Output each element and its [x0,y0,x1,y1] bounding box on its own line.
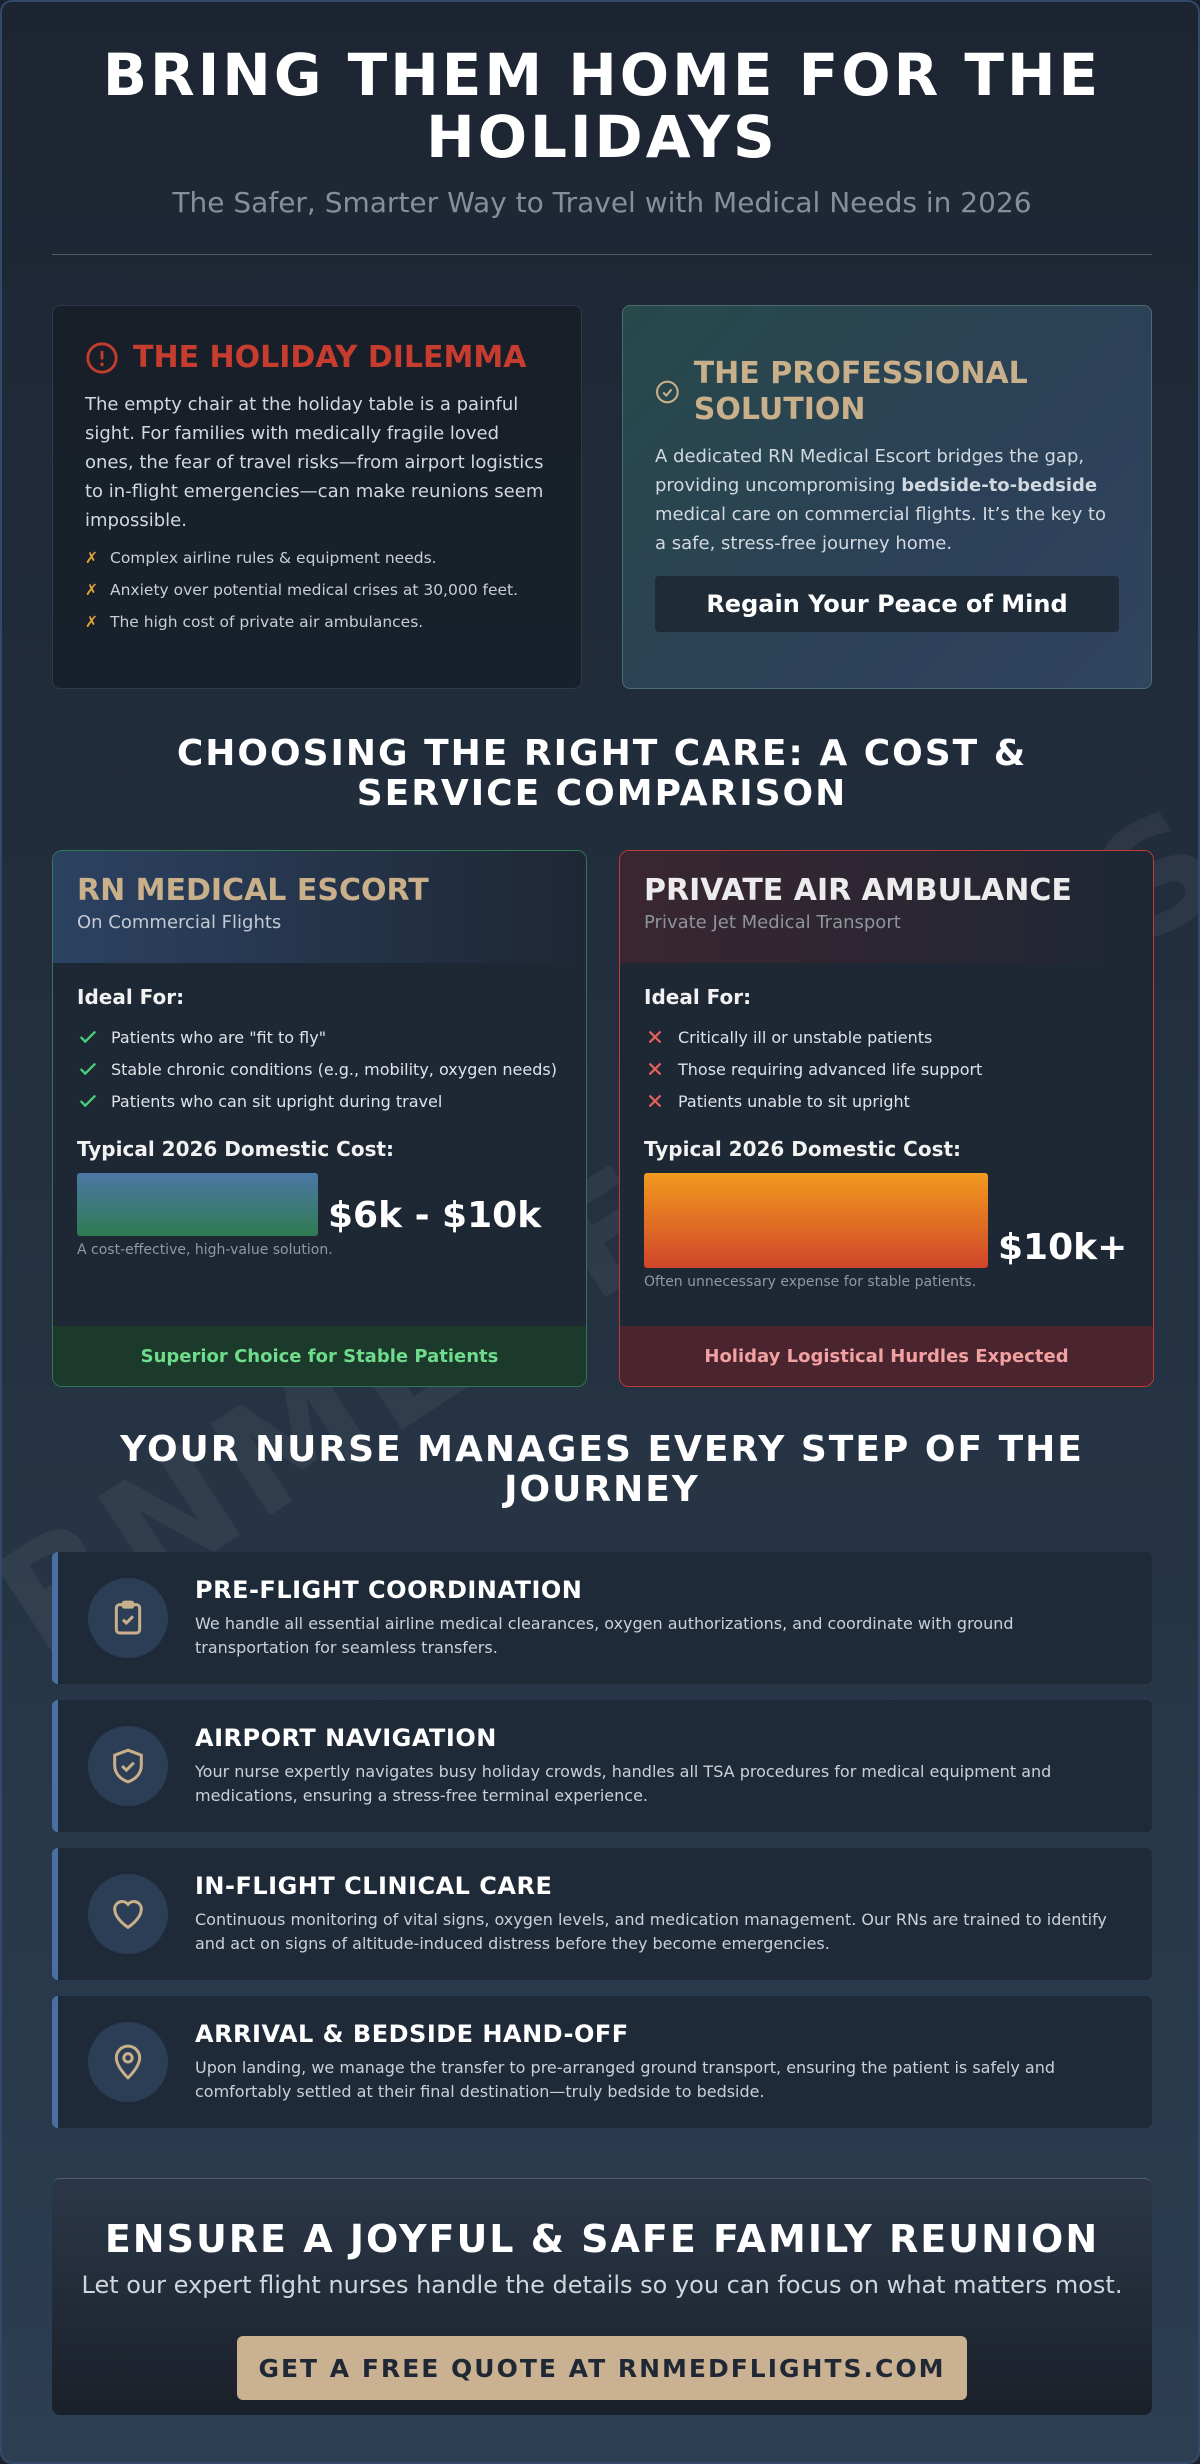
dilemma-item: ✗ Complex airline rules & equipment needs… [85,549,437,567]
cost-row: $10k+ [644,1173,1129,1268]
solution-heading: THE PROFESSIONAL SOLUTION [655,356,1119,428]
ideal-label: Ideal For: [77,985,185,1009]
item-text: Critically ill or unstable patients [678,1027,933,1047]
step-card: AIRPORT NAVIGATION Your nurse expertly n… [52,1700,1152,1832]
step-body: We handle all essential airline medical … [195,1614,1014,1657]
cost-note: Often unnecessary expense for stable pat… [644,1274,977,1290]
step-card: PRE-FLIGHT COORDINATION We handle all es… [52,1552,1152,1684]
cost-bar [77,1173,318,1236]
step-icon [88,1578,168,1658]
option-body: Ideal For: Patients who are "fit to fly"… [53,963,586,1258]
ideal-item: Patients who can sit upright during trav… [77,1085,562,1117]
section-title: CHOOSING THE RIGHT CARE: A COST & SERVIC… [176,733,1028,814]
option-name: RN MEDICAL ESCORT [77,873,429,908]
dilemma-item: ✗ Anxiety over potential medical crises a… [85,581,519,599]
step-card: IN-FLIGHT CLINICAL CARE Continuous monit… [52,1848,1152,1980]
dilemma-body: The empty chair at the holiday table is … [85,394,544,531]
text: medical care on commercial flights. It’s… [655,504,1107,554]
step-body: Upon landing, we manage the transfer to … [195,2058,1056,2101]
item-text: Patients who can sit upright during trav… [111,1091,443,1111]
dilemma-list: ✗ Complex airline rules & equipment needs… [85,549,549,631]
dilemma-card: THE HOLIDAY DILEMMA The empty chair at t… [52,305,582,689]
step-icon [88,1874,168,1954]
option-footer: Superior Choice for Stable Patients [53,1326,586,1386]
item-text: Stable chronic conditions (e.g., mobilit… [111,1059,557,1079]
step-body: Your nurse expertly navigates busy holid… [195,1762,1052,1805]
option-subtitle: On Commercial Flights [77,912,282,933]
item-text: Patients who are "fit to fly" [111,1027,327,1047]
cost-bar [644,1173,988,1268]
peace-button[interactable]: Regain Your Peace of Mind [655,576,1119,632]
option-header: PRIVATE AIR AMBULANCE Private Jet Medica… [620,851,1153,963]
ideal-item: Those requiring advanced life support [644,1053,1129,1085]
ideal-item: Patients who are "fit to fly" [77,1021,562,1053]
cta-title: ENSURE A JOYFUL & SAFE FAMILY REUNION [104,2217,1100,2261]
ideal-label: Ideal For: [644,985,752,1009]
emphasis: bedside-to-bedside [901,475,1098,496]
ideal-item: Stable chronic conditions (e.g., mobilit… [77,1053,562,1085]
cross [648,1062,662,1076]
cost-label: Typical 2026 Domestic Cost: [77,1137,395,1161]
option-card: PRIVATE AIR AMBULANCE Private Jet Medica… [619,850,1154,1387]
page-title: BRING THEM HOME FOR THE HOLIDAYS [102,41,1102,171]
cost-label: Typical 2026 Domestic Cost: [644,1137,962,1161]
item-text: Anxiety over potential medical crises at… [110,581,519,599]
alert-icon [86,342,118,374]
section-title: YOUR NURSE MANAGES EVERY STEP OF THE JOU… [120,1429,1084,1510]
check [79,1094,97,1108]
item-text: Patients unable to sit upright [678,1091,910,1111]
option-header: RN MEDICAL ESCORT On Commercial Flights [53,851,586,963]
solution-card: THE PROFESSIONAL SOLUTION A dedicated RN… [622,305,1152,689]
option-card: RN MEDICAL ESCORT On Commercial Flights … [52,850,587,1387]
page-subtitle: The Safer, Smarter Way to Travel with Me… [172,186,1032,219]
step-title: AIRPORT NAVIGATION [195,1724,497,1752]
dilemma-item: ✗ The high cost of private air ambulances… [85,613,424,631]
text: A dedicated RN Medical Escort bridges th… [655,446,1085,496]
item-text: Complex airline rules & equipment needs. [110,549,437,567]
solution-title: THE PROFESSIONAL SOLUTION [693,356,1028,427]
check [79,1062,97,1076]
cost-value: $10k+ [998,1227,1128,1268]
quote-button[interactable]: GET A FREE QUOTE AT RNMEDFLIGHTS.COM [237,2336,967,2400]
item-text: The high cost of private air ambulances. [110,613,424,631]
option-body: Ideal For: Critically ill or unstable pa… [620,963,1153,1290]
step-title: PRE-FLIGHT COORDINATION [195,1576,583,1604]
step-title: ARRIVAL & BEDSIDE HAND-OFF [195,2020,629,2048]
cross [648,1030,662,1044]
ideal-list: Patients who are "fit to fly" Stable chr… [77,1021,562,1117]
ideal-list: Critically ill or unstable patients Thos… [644,1021,1129,1117]
step-body: Continuous monitoring of vital signs, ox… [195,1910,1107,1953]
cost-value: $6k - $10k [328,1195,542,1236]
cross [648,1094,662,1108]
check-icon [656,380,679,404]
cost-row: $6k - $10k [77,1173,562,1236]
dilemma-heading: THE HOLIDAY DILEMMA [85,340,549,376]
step-card: ARRIVAL & BEDSIDE HAND-OFF Upon landing,… [52,1996,1152,2128]
divider [52,254,1152,255]
step-title: IN-FLIGHT CLINICAL CARE [195,1872,553,1900]
step-icon [88,2022,168,2102]
ideal-item: Critically ill or unstable patients [644,1021,1129,1053]
cost-note: A cost-effective, high-value solution. [77,1242,333,1258]
option-subtitle: Private Jet Medical Transport [644,912,901,933]
item-text: Those requiring advanced life support [678,1059,983,1079]
solution-body: A dedicated RN Medical Escort bridges th… [655,442,1119,558]
step-icon [88,1726,168,1806]
option-footer: Holiday Logistical Hurdles Expected [620,1326,1153,1386]
option-name: PRIVATE AIR AMBULANCE [644,873,1072,908]
cta-panel: ENSURE A JOYFUL & SAFE FAMILY REUNION Le… [52,2178,1152,2415]
dilemma-title: THE HOLIDAY DILEMMA [133,340,527,375]
check [79,1030,97,1044]
cta-body: Let our expert flight nurses handle the … [81,2271,1123,2299]
ideal-item: Patients unable to sit upright [644,1085,1129,1117]
